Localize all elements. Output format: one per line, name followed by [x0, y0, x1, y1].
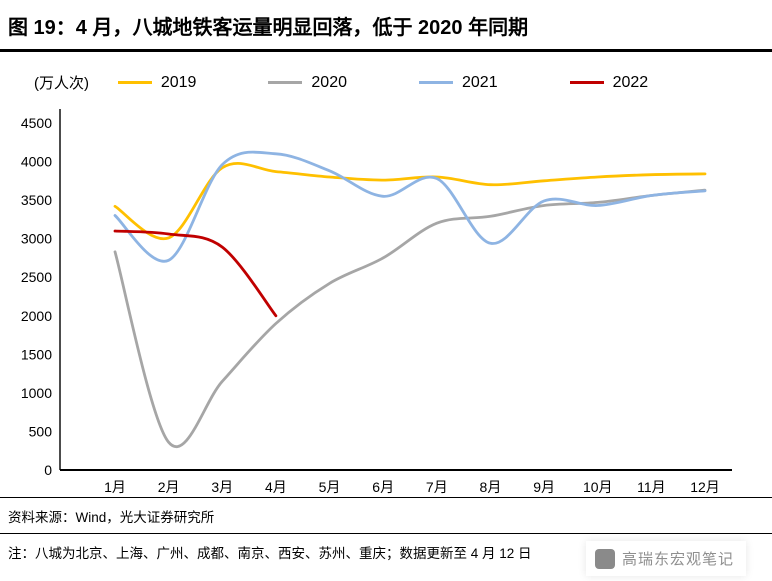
x-tick-label: 1月 — [104, 479, 126, 495]
legend-label-2019: 2019 — [160, 73, 197, 91]
legend: 2019 2020 2021 2022 — [89, 74, 677, 92]
watermark-text: 高瑞东宏观笔记 — [621, 551, 734, 568]
y-tick-label: 1500 — [21, 346, 52, 362]
series-line-2021 — [113, 150, 707, 263]
line-chart: 0 500 1000 1500 2000 2500 3000 3500 4000 4500 1月 2月… — [21, 109, 732, 495]
x-tick-label: 9月 — [533, 479, 555, 495]
y-tick-label: 1000 — [21, 385, 52, 401]
legend-swatch-2019 — [117, 81, 152, 84]
legend-item-2019: 2019 — [117, 73, 197, 92]
series-line-2020 — [113, 188, 707, 448]
footnote: 注：八城为北京、上海、广州、成都、南京、西安、苏州、重庆；数据更新至 4 月 1… — [0, 533, 772, 571]
x-tick-label: 2月 — [158, 479, 180, 495]
watermark-logo-icon — [594, 548, 615, 569]
x-tick-label: 8月 — [480, 479, 502, 495]
legend-label-2022: 2022 — [612, 73, 649, 91]
y-tick-label: 0 — [44, 462, 52, 478]
watermark-badge: 高瑞东宏观笔记 — [585, 541, 746, 576]
x-tick-label: 10月 — [583, 479, 613, 495]
legend-row: (万人次) 2019 2020 2021 2022 — [0, 52, 772, 95]
x-tick-label: 7月 — [426, 479, 448, 495]
legend-label-2020: 2020 — [311, 73, 347, 91]
y-tick-label: 2500 — [21, 269, 52, 285]
legend-swatch-2021 — [419, 81, 453, 84]
figure-title: 图 19：4 月，八城地铁客运量明显回落，低于 2020 年同期 — [0, 0, 772, 52]
x-tick-label: 12月 — [690, 479, 720, 495]
y-axis-unit-label: (万人次) — [34, 75, 89, 92]
series-line-2022 — [113, 229, 278, 318]
y-tick-label: 2000 — [21, 308, 52, 324]
legend-item-2020: 2020 — [268, 74, 347, 92]
y-tick-label: 4500 — [21, 115, 52, 131]
y-tick-label: 500 — [29, 423, 53, 439]
source-note: 资料来源：Wind，光大证券研究所 — [0, 497, 772, 533]
y-tick-label: 3500 — [21, 192, 52, 208]
legend-item-2022: 2022 — [569, 73, 649, 92]
y-tick-label: 4000 — [21, 154, 52, 170]
series-line-2019 — [113, 162, 707, 241]
legend-item-2021: 2021 — [419, 74, 498, 92]
x-tick-label: 4月 — [265, 479, 287, 495]
x-tick-label: 6月 — [372, 479, 394, 495]
x-tick-label: 11月 — [637, 479, 666, 495]
legend-swatch-2020 — [268, 81, 303, 84]
legend-label-2021: 2021 — [462, 73, 498, 91]
x-tick-label: 3月 — [211, 479, 233, 495]
y-tick-label: 3000 — [21, 231, 52, 247]
legend-swatch-2022 — [569, 81, 604, 84]
x-tick-label: 5月 — [319, 479, 341, 495]
